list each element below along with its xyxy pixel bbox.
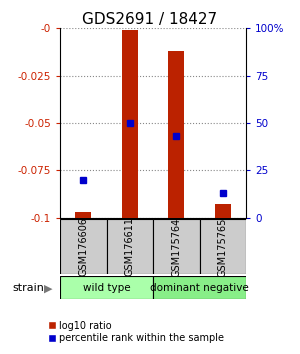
Text: ▶: ▶ xyxy=(44,283,52,293)
Legend: log10 ratio, percentile rank within the sample: log10 ratio, percentile rank within the … xyxy=(44,317,228,347)
Bar xyxy=(75,212,92,218)
Bar xyxy=(153,276,246,299)
Text: GSM176611: GSM176611 xyxy=(125,217,135,276)
Bar xyxy=(153,219,200,274)
Bar xyxy=(168,51,184,218)
Text: GSM175765: GSM175765 xyxy=(218,217,228,276)
Text: strain: strain xyxy=(12,282,44,293)
Text: GDS2691 / 18427: GDS2691 / 18427 xyxy=(82,12,218,27)
Bar xyxy=(60,219,106,274)
Bar xyxy=(122,30,138,218)
Bar xyxy=(60,276,153,299)
Text: dominant negative: dominant negative xyxy=(150,282,249,293)
Bar xyxy=(214,205,231,218)
Text: GSM175764: GSM175764 xyxy=(171,217,181,276)
Bar xyxy=(106,219,153,274)
Text: wild type: wild type xyxy=(83,282,130,293)
Text: GSM176606: GSM176606 xyxy=(78,217,88,276)
Bar xyxy=(200,219,246,274)
